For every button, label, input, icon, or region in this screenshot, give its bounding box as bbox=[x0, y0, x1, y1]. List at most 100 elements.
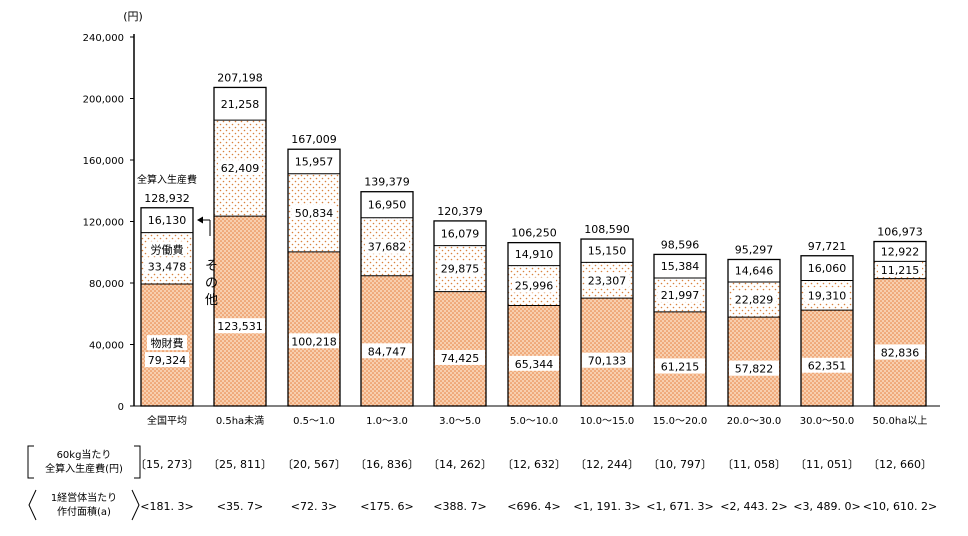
bar-outline bbox=[287, 148, 341, 407]
total-label: 207,198 bbox=[217, 71, 263, 84]
data-label-labor-bg bbox=[218, 160, 262, 176]
data-label-other: 16,079 bbox=[441, 227, 480, 240]
row2-value: <388. 7> bbox=[433, 500, 486, 513]
data-label-other-bg bbox=[512, 246, 556, 262]
series-name-labor-bg bbox=[147, 241, 187, 257]
y-unit-label: (円) bbox=[123, 10, 143, 23]
data-label-other-bg bbox=[218, 95, 262, 111]
angle-right bbox=[131, 489, 140, 521]
total-label: 167,009 bbox=[291, 133, 337, 146]
category-label: 1.0〜3.0 bbox=[366, 416, 408, 427]
row2-values: <181. 3> <35. 7> <72. 3> <175. 6> <388. 7> <6… bbox=[140, 500, 937, 513]
data-label-materials-bg bbox=[729, 360, 779, 376]
total-label: 108,590 bbox=[584, 223, 630, 236]
total-label: 128,932 bbox=[144, 192, 190, 205]
data-label-other-bg bbox=[732, 262, 776, 278]
category-label: 0.5〜1.0 bbox=[293, 416, 335, 427]
other-annotation: そ の 他 bbox=[197, 216, 218, 308]
bar-stack-1: 21,258 62,409 123,531 207,198 bbox=[213, 71, 267, 407]
data-label-other-bg bbox=[878, 243, 922, 259]
row2-value: <3, 489. 0> bbox=[793, 500, 860, 513]
y-tick-label: 40,000 bbox=[89, 341, 124, 352]
total-label: 95,297 bbox=[735, 243, 774, 256]
total-cost-title: 全算入生産費 bbox=[137, 173, 197, 186]
bar-outline bbox=[727, 258, 781, 407]
bracket-right bbox=[134, 445, 141, 479]
row2-value: <1, 671. 3> bbox=[646, 500, 713, 513]
data-label-materials: 62,351 bbox=[808, 360, 847, 373]
data-label-other: 15,384 bbox=[661, 260, 700, 273]
y-tick-label: 200,000 bbox=[83, 95, 124, 106]
data-label-other: 16,950 bbox=[368, 199, 407, 212]
data-label-other: 15,957 bbox=[295, 155, 334, 168]
category-label: 全国平均 bbox=[147, 414, 187, 427]
data-label-labor-bg bbox=[585, 272, 629, 288]
data-label-other: 15,150 bbox=[588, 245, 627, 258]
angle-left bbox=[28, 489, 37, 521]
data-label-materials-bg bbox=[289, 333, 339, 349]
bar-outline bbox=[213, 86, 267, 407]
row1-values: 〔15, 273〕 〔25, 811〕 〔20, 567〕 〔16, 836〕 〔14,… bbox=[135, 458, 932, 471]
total-label: 98,596 bbox=[661, 238, 700, 251]
bar-outline bbox=[507, 241, 561, 407]
category-label: 15.0〜20.0 bbox=[653, 416, 708, 427]
bar-segment-materials bbox=[361, 275, 413, 406]
data-label-materials: 84,747 bbox=[368, 345, 407, 358]
data-label-labor: 19,310 bbox=[808, 289, 847, 302]
bar-stack-8: 14,646 22,829 57,822 95,297 bbox=[727, 243, 781, 407]
data-label-materials: 61,215 bbox=[661, 360, 700, 373]
row1-value: 〔12, 660〕 bbox=[868, 458, 932, 471]
row2-value: <72. 3> bbox=[291, 500, 337, 513]
data-label-materials-bg bbox=[655, 358, 705, 374]
data-label-materials: 57,822 bbox=[735, 363, 774, 376]
other-label-char-2: の bbox=[205, 276, 218, 291]
bars-group: 16,130 労働費 33,478 物財費 79,324 128,932 21,258 62,… bbox=[140, 71, 927, 407]
bar-segment-materials bbox=[288, 251, 340, 406]
data-label-materials-bg bbox=[362, 343, 412, 359]
total-label: 120,379 bbox=[437, 205, 483, 218]
data-label-materials-bg bbox=[875, 344, 925, 360]
row1-value: 〔16, 836〕 bbox=[355, 458, 419, 471]
row1-label-line2: 全算入生産費(円) bbox=[45, 462, 123, 475]
data-label-labor: 11,215 bbox=[881, 264, 920, 277]
data-label-labor-bg bbox=[658, 286, 702, 302]
data-label-other-bg bbox=[585, 242, 629, 258]
row2-value: <10, 610. 2> bbox=[863, 500, 937, 513]
row2-label-line1: 1経営体当たり bbox=[51, 491, 117, 504]
bar-stack-5: 14,910 25,996 65,344 106,250 bbox=[507, 227, 561, 407]
bar-outline bbox=[433, 220, 487, 407]
bracket-left bbox=[27, 445, 34, 479]
bar-stack-4: 16,079 29,875 74,425 120,379 bbox=[433, 205, 487, 407]
data-label-materials-bg bbox=[215, 318, 265, 334]
data-label-materials: 79,324 bbox=[148, 354, 187, 367]
bar-outline bbox=[140, 207, 194, 407]
data-label-other: 12,922 bbox=[881, 245, 920, 258]
data-label-other-bg bbox=[292, 153, 336, 169]
row2-value: <1, 191. 3> bbox=[573, 500, 640, 513]
bar-segment-materials bbox=[434, 291, 486, 406]
x-axis-labels: 全国平均 0.5ha未満 0.5〜1.0 1.0〜3.0 3.0〜5.0 5.0〜10.0… bbox=[147, 414, 927, 427]
category-label: 10.0〜15.0 bbox=[580, 416, 635, 427]
data-label-labor-bg bbox=[805, 287, 849, 303]
data-label-other: 14,910 bbox=[515, 248, 554, 261]
data-label-labor-bg bbox=[512, 277, 556, 293]
y-tick-label: 120,000 bbox=[83, 218, 124, 229]
bar-outline bbox=[360, 191, 414, 407]
row2-value: <181. 3> bbox=[140, 500, 193, 513]
data-label-labor: 21,997 bbox=[661, 289, 700, 302]
category-label: 50.0ha以上 bbox=[873, 415, 928, 427]
total-label: 106,973 bbox=[877, 226, 923, 239]
data-label-labor: 29,875 bbox=[441, 263, 480, 276]
y-tick-label: 160,000 bbox=[83, 156, 124, 167]
bar-segment-materials bbox=[214, 216, 266, 406]
bar-stack-3: 16,950 37,682 84,747 139,379 bbox=[360, 176, 414, 407]
y-axis-ticks: 0 40,000 80,000 120,000 160,000 200,000 240,00… bbox=[83, 33, 134, 413]
bar-outline bbox=[653, 253, 707, 407]
bar-segment-materials bbox=[508, 305, 560, 406]
category-label: 3.0〜5.0 bbox=[439, 416, 481, 427]
row1-value: 〔12, 244〕 bbox=[575, 458, 639, 471]
data-label-labor-bg bbox=[365, 238, 409, 254]
data-label-materials-bg bbox=[145, 352, 189, 368]
data-label-labor-bg bbox=[438, 260, 482, 276]
